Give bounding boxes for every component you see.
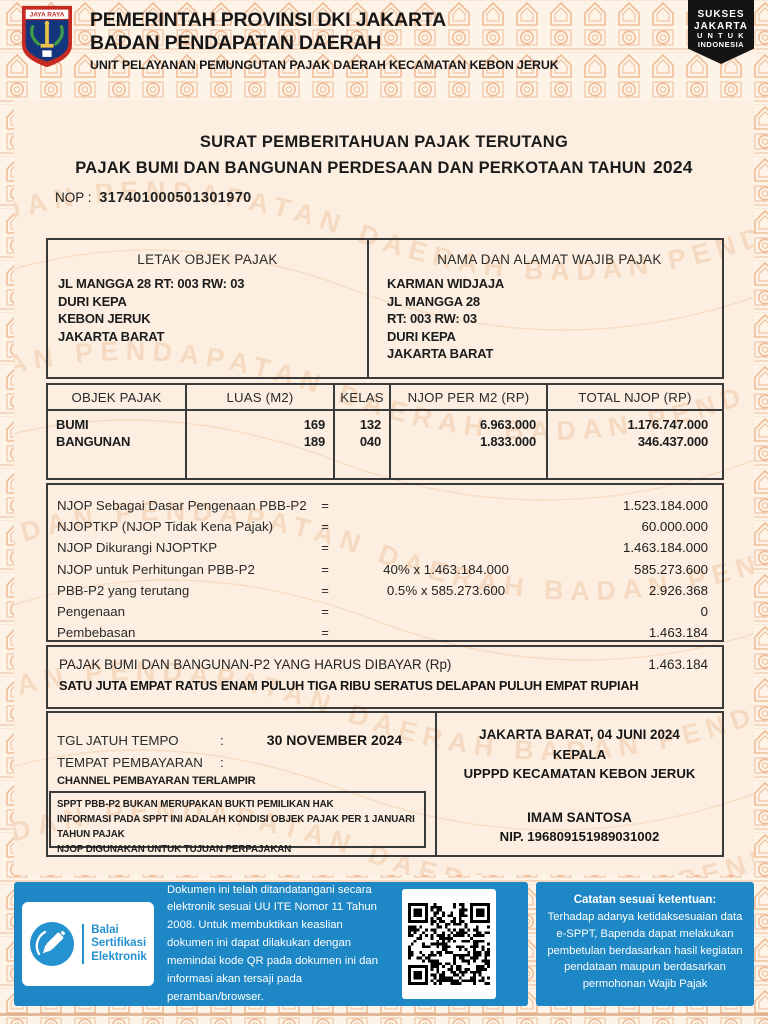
legal-note: NJOP DIGUNAKAN UNTUK TUJUAN PERPAJAKAN <box>57 844 292 855</box>
catatan-title: Catatan sesuai ketentuan: <box>573 894 717 906</box>
object-address-line: JL MANGGA 28 RT: 003 RW: 03 <box>58 276 245 291</box>
government-header: PEMERINTAH PROVINSI DKI JAKARTA BADAN PE… <box>90 9 559 72</box>
signatory-name: IMAM SANTOSA <box>527 810 632 825</box>
payment-info-cell: TGL JATUH TEMPO : 30 NOVEMBER 2024 TEMPA… <box>48 713 435 855</box>
signature-cell: JAKARTA BARAT, 04 JUNI 2024 KEPALA UPPPD… <box>435 713 722 855</box>
calc-row: NJOP Dikurangi NJOPTKP = 1.463.184.000 <box>57 540 708 556</box>
unit-title: UNIT PELAYANAN PEMUNGUTAN PAJAK DAERAH K… <box>90 58 559 72</box>
table-col-total-njop: 1.176.747.000 346.437.000 <box>548 411 722 478</box>
taxpayer-line: RT: 003 RW: 03 <box>387 311 477 326</box>
taxpayer-line: KARMAN WIDJAJA <box>387 276 505 291</box>
badge-line: INDONESIA <box>697 39 745 49</box>
bsre-logo-icon <box>30 922 75 966</box>
province-title: PEMERINTAH PROVINSI DKI JAKARTA <box>90 9 447 31</box>
column-header: LUAS (M2) <box>187 385 335 411</box>
column-header: KELAS <box>335 385 391 411</box>
badge-line: JAKARTA <box>693 20 749 32</box>
nop-label: NOP : <box>55 190 92 205</box>
sukses-jakarta-badge: SUKSES JAKARTA U N T U K INDONESIA <box>688 0 754 64</box>
calc-row: NJOP Sebagai Dasar Pengenaan PBB-P2 = 1.… <box>57 498 708 514</box>
table-col-luas: 169 189 <box>187 411 335 478</box>
catatan-body: Terhadap adanya ketidaksesuaian data e-S… <box>547 911 743 991</box>
legal-note: SPPT PBB-P2 BUKAN MERUPAKAN BUKTI PEMILI… <box>57 799 334 810</box>
calculation-box: NJOP Sebagai Dasar Pengenaan PBB-P2 = 1.… <box>46 483 724 642</box>
svg-text:JAYA RAYA: JAYA RAYA <box>30 12 65 19</box>
payment-place-label: TEMPAT PEMBAYARAN <box>57 754 203 770</box>
object-address-line: JAKARTA BARAT <box>58 328 165 344</box>
qr-code-image <box>408 903 490 985</box>
table-cell: BANGUNAN <box>56 434 131 449</box>
title-line-2: PAJAK BUMI DAN BANGUNAN PERDESAAN DAN PE… <box>75 157 693 177</box>
bsre-logo-card: Balai Sertifikasi Elektronik <box>22 902 154 986</box>
taxpayer-title: NAMA DAN ALAMAT WAJIB PAJAK <box>437 252 662 267</box>
esign-statement: Dokumen ini telah ditandatangani secara … <box>167 883 379 1003</box>
table-cell: 1.176.747.000 <box>627 417 708 432</box>
table-cell: 6.963.000 <box>479 417 536 432</box>
due-date-value: 30 NOVEMBER 2024 <box>266 732 403 748</box>
payment-channel-note: CHANNEL PEMBAYARAN TERLAMPIR <box>57 775 256 787</box>
column-header: TOTAL NJOP (RP) <box>548 385 722 411</box>
badge-line: SUKSES <box>697 9 745 20</box>
taxpayer-line: JAKARTA BARAT <box>387 346 494 361</box>
signature-place-date: JAKARTA BARAT, 04 JUNI 2024 <box>479 727 680 742</box>
calc-row: NJOPTKP (NJOP Tidak Kena Pajak) = 60.000… <box>57 519 708 535</box>
amount-in-words: SATU JUTA EMPAT RATUS ENAM PULUH TIGA RI… <box>59 678 639 693</box>
object-address-line: DURI KEPA <box>58 293 127 309</box>
tax-object-table: OBJEK PAJAK LUAS (M2) KELAS NJOP PER M2 … <box>46 383 724 480</box>
amount-due-label: PAJAK BUMI DAN BANGUNAN-P2 YANG HARUS DI… <box>59 657 452 672</box>
table-col-njop-per-m2: 6.963.000 1.833.000 <box>391 411 548 478</box>
table-cell: BUMI <box>56 417 89 432</box>
document-title: SURAT PEMBERITAHUAN PAJAK TERUTANG PAJAK… <box>14 133 754 178</box>
calc-row: NJOP untuk Perhitungan PBB-P2 = 40% x 1.… <box>57 561 708 577</box>
qr-code-card <box>402 889 496 999</box>
amount-due-box: PAJAK BUMI DAN BANGUNAN-P2 YANG HARUS DI… <box>46 645 724 709</box>
object-and-taxpayer-box: LETAK OBJEK PAJAK JL MANGGA 28 RT: 003 R… <box>46 238 724 379</box>
badge-line: U N T U K <box>696 31 746 40</box>
calc-row: PBB-P2 yang terutang = 0.5% x 585.273.60… <box>57 582 708 598</box>
document-panel: BADAN PENDAPATAN DAERAH BADAN PENDAPATAN… <box>14 100 754 875</box>
calc-row: Pembebasan = 1.463.184 <box>57 625 708 641</box>
table-cell: 189 <box>303 434 325 449</box>
table-cell: 040 <box>359 434 381 449</box>
due-date-label: TGL JATUH TEMPO <box>57 732 179 748</box>
taxpayer-line: DURI KEPA <box>387 328 456 344</box>
column-header: NJOP PER M2 (RP) <box>391 385 548 411</box>
calc-row: Pengenaan = 0 <box>57 604 708 620</box>
table-col-objek: BUMI BANGUNAN <box>48 411 187 478</box>
bsre-logo-text: Balai Sertifikasi Elektronik <box>82 924 147 964</box>
signature-title-2: UPPPD KECAMATAN KEBON JERUK <box>463 766 696 781</box>
table-cell: 169 <box>303 417 325 432</box>
nop-row: NOP : 317401000501301970 <box>55 190 252 206</box>
table-col-kelas: 132 040 <box>335 411 391 478</box>
legal-notes-box: SPPT PBB-P2 BUKAN MERUPAKAN BUKTI PEMILI… <box>49 791 426 855</box>
tax-year: 2024 <box>652 157 693 177</box>
jakarta-coat-of-arms-icon: JAYA RAYA <box>21 5 73 68</box>
table-cell: 346.437.000 <box>637 434 708 449</box>
table-cell: 132 <box>359 417 381 432</box>
amount-due-value: 1.463.184 <box>648 657 708 672</box>
signature-title-1: KEPALA <box>552 747 607 762</box>
table-cell: 1.833.000 <box>479 434 536 449</box>
title-line-1: SURAT PEMBERITAHUAN PAJAK TERUTANG <box>199 133 569 151</box>
agency-title: BADAN PENDAPATAN DAERAH <box>90 32 382 54</box>
legal-note: INFORMASI PADA SPPT INI ADALAH KONDISI O… <box>57 814 415 840</box>
payment-info-signature-box: TGL JATUH TEMPO : 30 NOVEMBER 2024 TEMPA… <box>46 711 724 857</box>
catatan-footer: Catatan sesuai ketentuan: Terhadap adany… <box>536 882 754 1006</box>
taxpayer-column: NAMA DAN ALAMAT WAJIB PAJAK KARMAN WIDJA… <box>367 240 722 377</box>
object-location-column: LETAK OBJEK PAJAK JL MANGGA 28 RT: 003 R… <box>48 240 367 377</box>
column-header: OBJEK PAJAK <box>48 385 187 411</box>
nop-value: 317401000501301970 <box>99 190 252 206</box>
esign-footer: Balai Sertifikasi Elektronik Dokumen ini… <box>14 882 528 1006</box>
signatory-nip: NIP. 196809151989031002 <box>499 829 660 844</box>
object-address-line: KEBON JERUK <box>58 311 151 326</box>
object-location-title: LETAK OBJEK PAJAK <box>137 252 278 267</box>
taxpayer-line: JL MANGGA 28 <box>387 293 480 309</box>
